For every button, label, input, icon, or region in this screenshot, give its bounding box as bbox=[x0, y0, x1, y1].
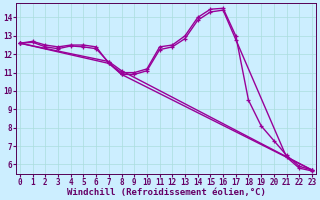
X-axis label: Windchill (Refroidissement éolien,°C): Windchill (Refroidissement éolien,°C) bbox=[67, 188, 265, 197]
